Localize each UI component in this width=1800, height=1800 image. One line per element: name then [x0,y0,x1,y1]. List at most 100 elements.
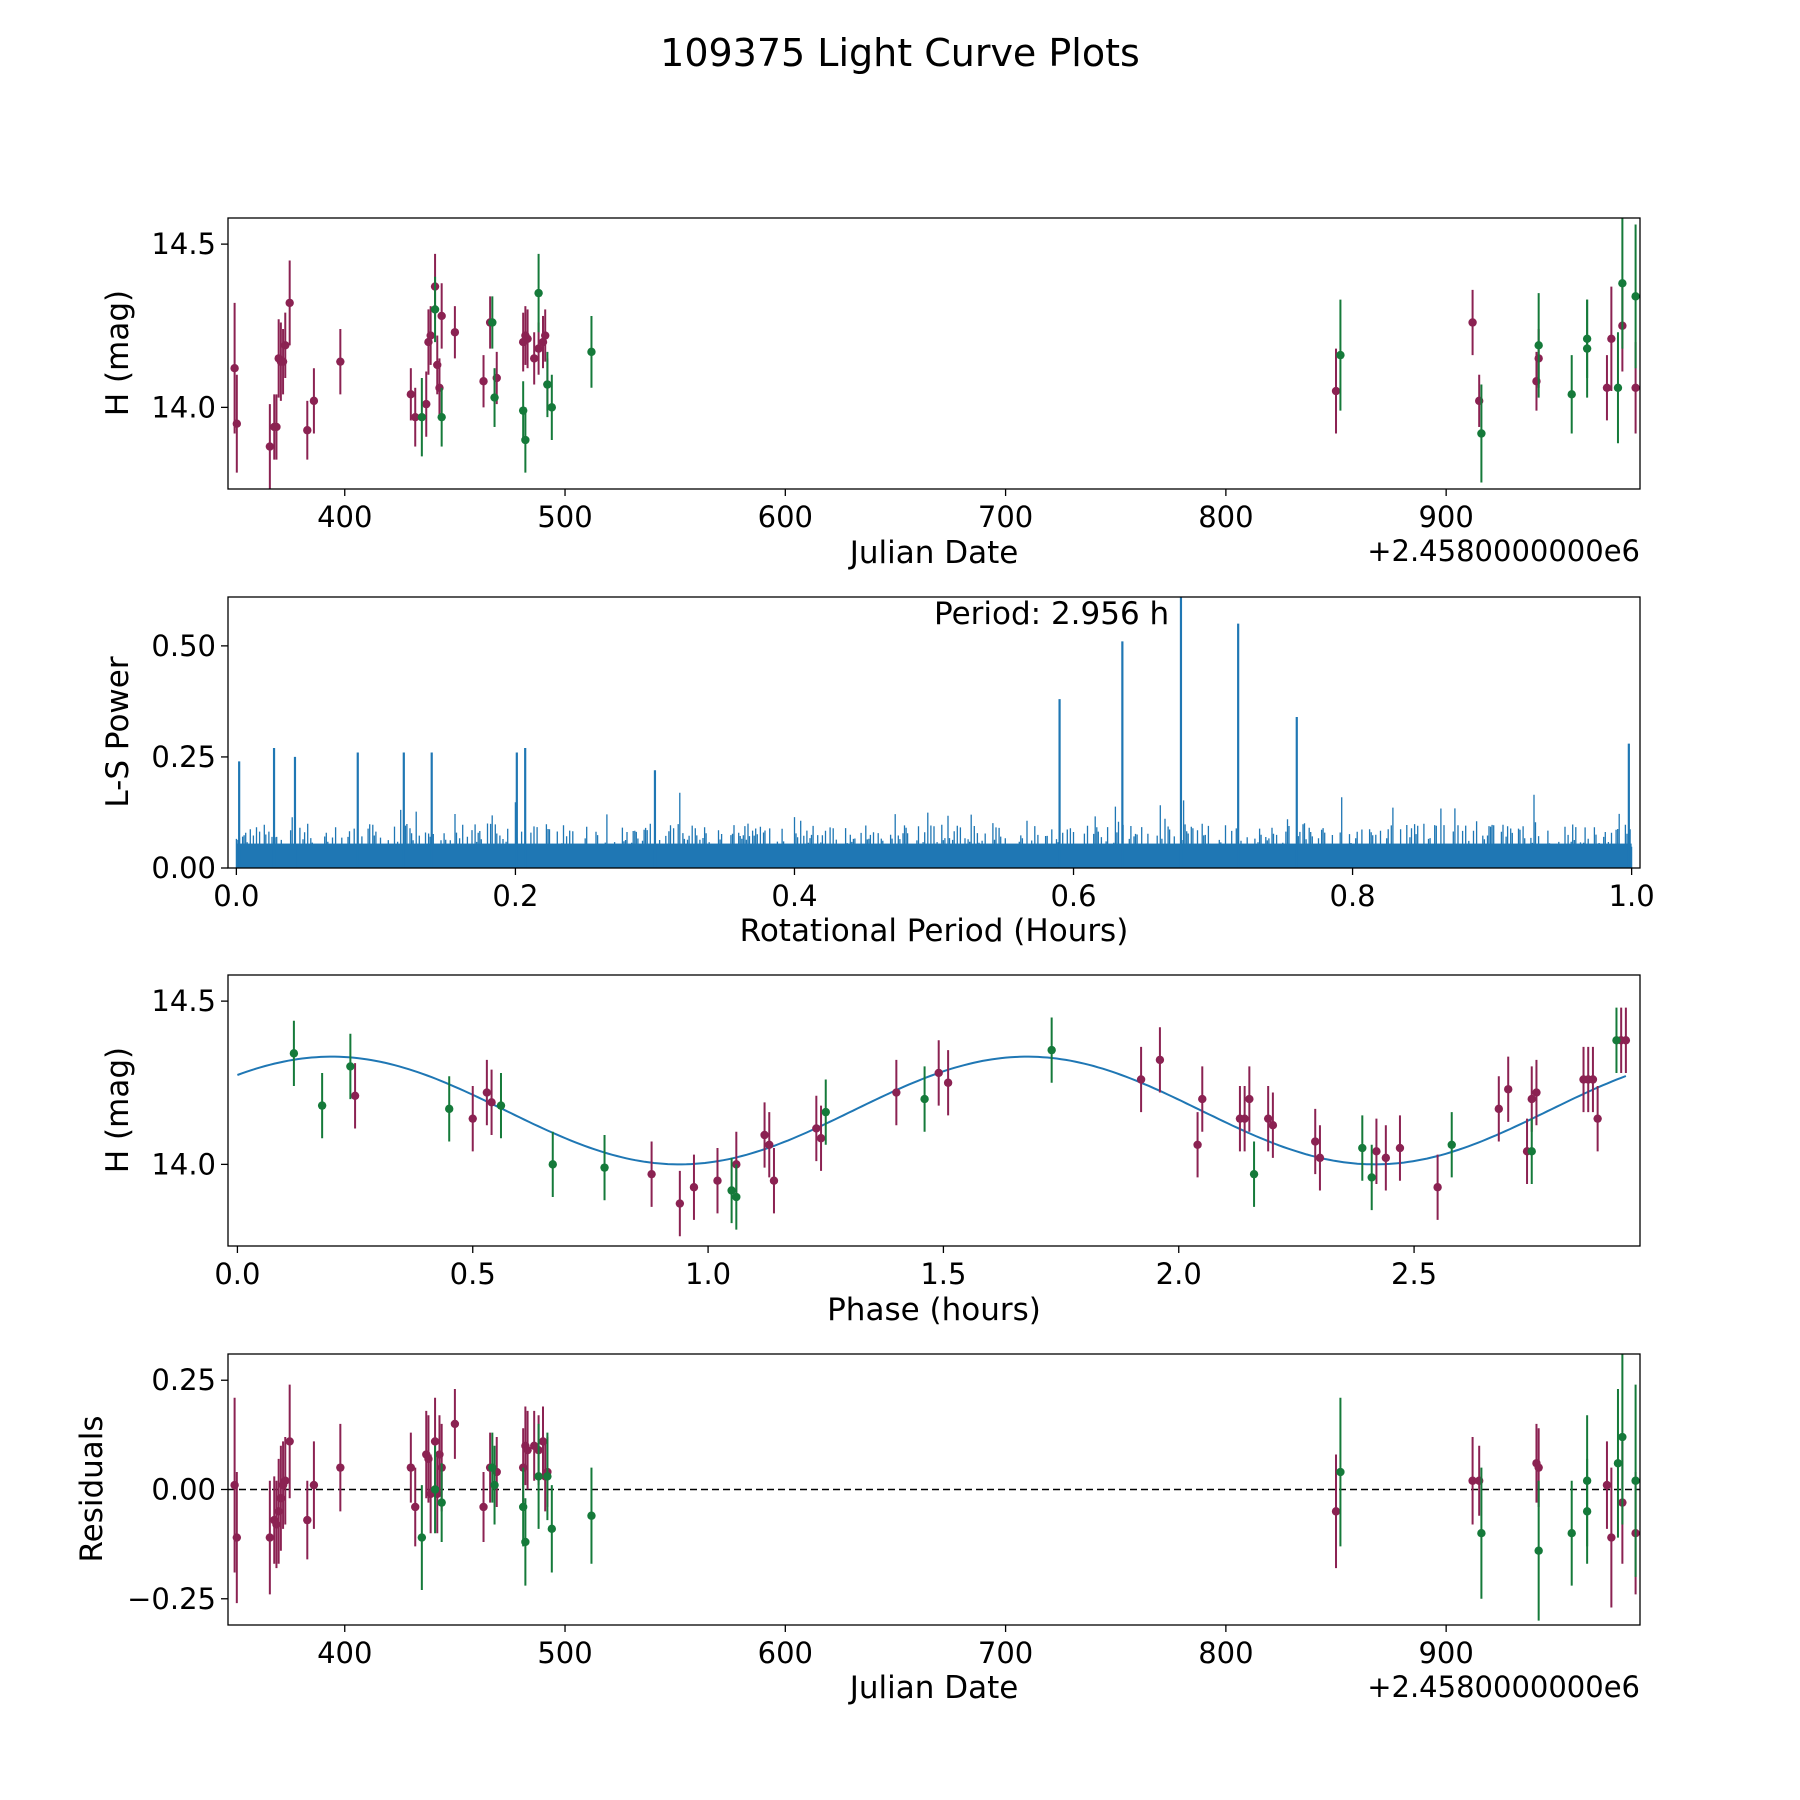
purple-data-point [1315,1153,1325,1163]
purple-data-point [765,1140,774,1149]
purple-data-point [450,328,460,337]
purple-data-point [1468,318,1477,327]
green-data-point [727,1186,736,1195]
x-tick-label: 900 [1418,500,1473,534]
purple-data-point [1331,386,1341,396]
x-tick-label: 2.5 [1391,1257,1437,1291]
x-tick-label: 700 [978,500,1033,534]
periodogram-ticks: 0.0 0.2 0.4 0.6 0.8 1.0 0.00 0.25 0.50 [151,629,1654,913]
green-data-point [289,1049,299,1058]
model-fit-curve [237,1055,1627,1166]
y-tick-label: 0.25 [151,1363,216,1397]
purple-data-point [1395,1143,1405,1153]
purple-data-point [1372,1147,1381,1156]
y-tick-label: 0.00 [151,1473,216,1507]
light-curve-marks [230,218,1640,489]
green-data-point [1358,1143,1367,1153]
purple-data-point [675,1199,685,1208]
green-data-point [548,1160,557,1169]
x-tick-label: 600 [758,1636,813,1670]
green-data-point [437,412,446,422]
green-data-point [417,1533,427,1542]
green-data-point [1612,1036,1621,1045]
green-data-point [1367,1173,1376,1182]
green-data-point [587,347,596,357]
purple-data-point [1588,1075,1598,1084]
green-data-point [1567,1529,1576,1538]
y-tick-label: 0.00 [151,851,216,885]
purple-data-point [523,334,532,344]
green-data-point [1249,1169,1259,1179]
purple-data-point [285,1437,294,1446]
green-data-point [587,1511,596,1520]
purple-data-point [303,426,312,435]
purple-data-point [541,331,550,340]
panel-phase-folded: 0.0 0.5 1.0 1.5 2.0 2.5 14.0 14.5 Phase (hours)… [100,974,1641,1328]
purple-data-point [479,1502,488,1512]
panel-residuals: 400 500 600 700 800 900 −0.25 0.00 0.25 Julian D… [74,1353,1641,1706]
green-data-point [1336,1467,1345,1477]
green-data-point [1613,1459,1623,1468]
purple-data-point [1631,383,1640,392]
residuals-ticks: 400 500 600 700 800 900 −0.25 0.00 0.25 [127,1363,1474,1670]
purple-data-point [1245,1094,1254,1104]
purple-data-point [265,1533,275,1542]
purple-data-point [1504,1085,1513,1094]
purple-data-point [1602,1480,1612,1490]
x-tick-label: 900 [1418,1636,1473,1670]
green-data-point [1336,350,1345,360]
green-data-point [547,403,557,412]
green-data-point [543,1472,552,1481]
green-data-point [490,393,499,402]
x-tick-label: 400 [317,500,372,534]
green-data-point [488,318,497,327]
green-data-point [496,1101,506,1110]
purple-data-point [1263,1114,1273,1123]
green-data-point [534,1472,543,1481]
x-tick-label: 500 [537,1636,592,1670]
purple-data-point [426,331,435,340]
purple-data-point [523,1445,532,1455]
x-tick-label: 1.5 [920,1257,966,1291]
purple-data-point [232,1533,242,1542]
y-tick-label: 14.0 [151,390,216,424]
purple-data-point [1311,1137,1320,1146]
green-data-point [1631,292,1640,301]
purple-data-point [529,354,539,363]
green-data-point [1618,279,1627,288]
purple-data-point [812,1124,821,1133]
purple-data-point [450,1419,460,1429]
purple-data-point [1381,1153,1391,1163]
light-curve-offset: +2.4580000000e6 [1367,534,1640,568]
purple-data-point [281,1476,290,1485]
x-tick-label: 0.0 [214,1257,260,1291]
light-curve-frame [227,217,1641,490]
green-data-point [1534,341,1543,350]
purple-data-point [230,363,239,373]
purple-data-point [309,1480,319,1490]
purple-data-point [1433,1183,1442,1192]
purple-data-point [482,1088,492,1097]
purple-data-point [406,390,416,399]
periodogram-xlabel: Rotational Period (Hours) [740,913,1129,949]
green-data-point [1534,1546,1543,1555]
purple-data-point [303,1515,312,1525]
green-data-point [346,1062,355,1071]
purple-data-point [1198,1094,1207,1104]
green-data-point [417,412,427,422]
green-data-point [1618,1432,1627,1442]
purple-data-point [1527,1094,1536,1104]
purple-data-point [1593,1114,1602,1123]
phase-folded-frame [227,974,1641,1247]
green-data-point [1527,1147,1536,1156]
purple-data-point [647,1169,656,1179]
purple-data-point [1607,1533,1616,1542]
purple-data-point [468,1114,477,1123]
x-tick-label: 0.2 [492,879,538,913]
light-curve-xlabel: Julian Date [848,535,1019,571]
green-data-point [547,1524,557,1534]
purple-data-point [1607,334,1616,344]
green-data-point [1582,1507,1592,1516]
y-tick-label: 14.5 [151,227,216,261]
